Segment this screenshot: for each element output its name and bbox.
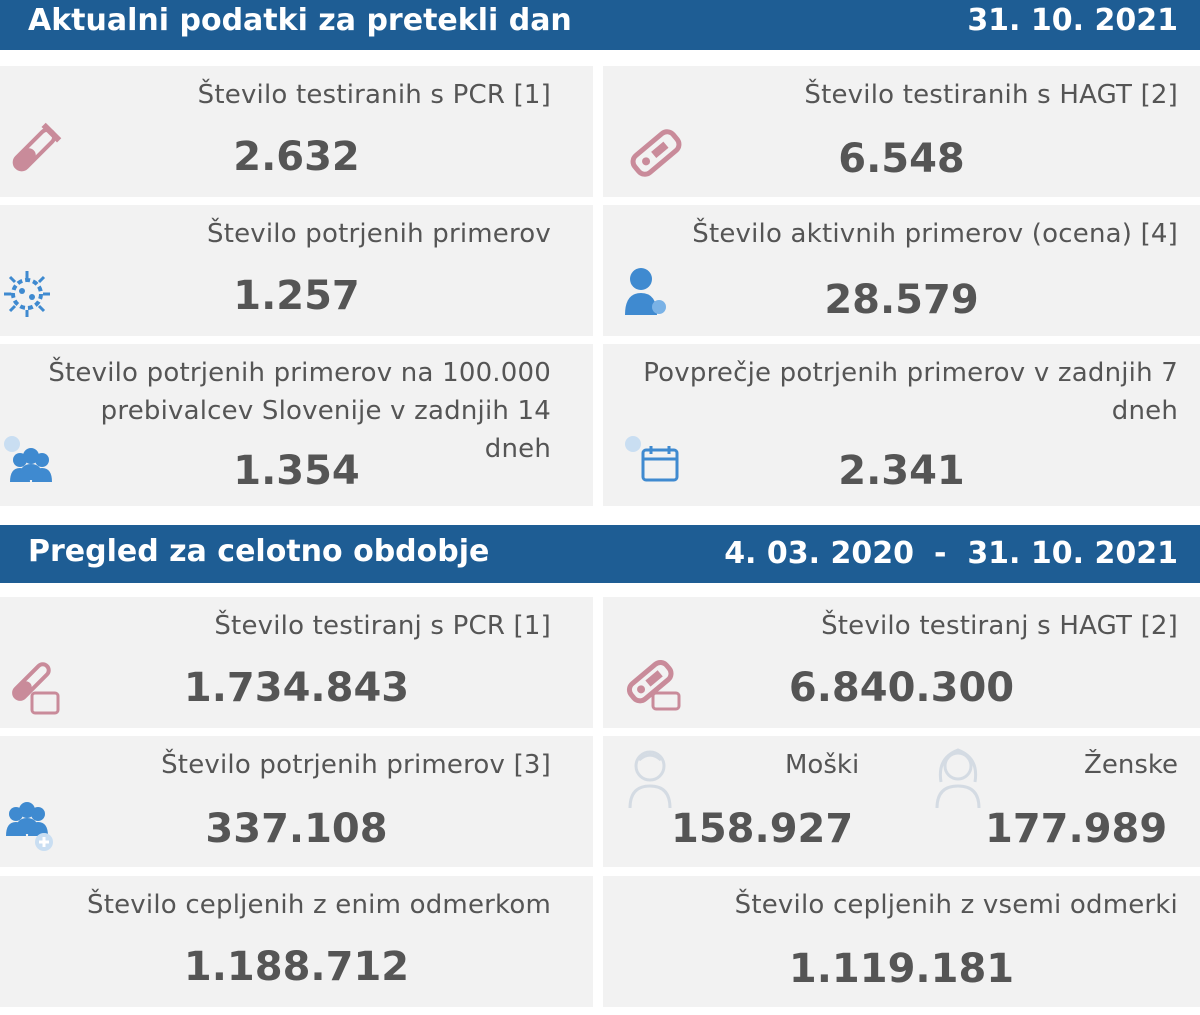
male-value: 158.927	[671, 806, 854, 852]
total-date-end: 31. 10. 2021	[967, 536, 1178, 571]
card-label: Število testiranj s HAGT [2]	[821, 611, 1178, 641]
card-label: Število testiranih s HAGT [2]	[804, 80, 1178, 110]
card-label: Število potrjenih primerov na 100.000 pr…	[48, 358, 551, 464]
card-daily-active: Število aktivnih primerov (ocena) [4] 28…	[603, 205, 1200, 336]
group-plus-icon	[4, 798, 60, 854]
group-icon	[2, 434, 60, 486]
card-daily-per100k: Število potrjenih primerov na 100.000 pr…	[0, 344, 593, 506]
card-value: 2.341	[838, 448, 965, 494]
total-title: Pregled za celotno obdobje	[28, 534, 490, 569]
card-value: 1.188.712	[183, 944, 410, 990]
card-value: 1.734.843	[183, 665, 410, 711]
calendar-icon	[621, 434, 683, 486]
card-value: 1.354	[233, 448, 360, 494]
total-header: Pregled za celotno obdobje 4. 03. 2020 -…	[0, 525, 1200, 583]
card-label: Število cepljenih z enim odmerkom	[87, 890, 551, 920]
card-value: 6.548	[838, 136, 965, 182]
card-label: Število potrjenih primerov	[206, 219, 551, 249]
card-daily-pcr: Število testiranih s PCR [1] 2.632	[0, 66, 593, 197]
card-label: Število testiranj s PCR [1]	[214, 611, 551, 641]
card-value: 28.579	[824, 277, 979, 323]
card-total-vacc-one: Število cepljenih z enim odmerkom 1.188.…	[0, 876, 593, 1007]
person-icon	[623, 265, 669, 317]
daily-title: Aktualni podatki za pretekli dan	[28, 3, 572, 38]
card-label: Število cepljenih z vsemi odmerki	[734, 890, 1178, 920]
virus-icon	[2, 269, 52, 319]
card-total-hagt: Število testiranj s HAGT [2] 6.840.300	[603, 597, 1200, 728]
total-date-separator: -	[934, 536, 947, 571]
card-label: Število testiranih s PCR [1]	[197, 80, 551, 110]
total-date-start: 4. 03. 2020	[724, 536, 914, 571]
test-tube-icon	[4, 122, 62, 180]
card-total-gender: Moški 158.927 Ženske 177.989	[603, 736, 1200, 867]
female-icon	[933, 746, 983, 810]
card-value: 6.840.300	[788, 665, 1015, 711]
female-label: Ženske	[1084, 750, 1178, 780]
card-value: 1.257	[233, 273, 360, 319]
card-value: 337.108	[205, 806, 388, 852]
card-daily-confirmed: Število potrjenih primerov 1.257	[0, 205, 593, 336]
card-label: Število potrjenih primerov [3]	[161, 750, 551, 780]
daily-header: Aktualni podatki za pretekli dan 31. 10.…	[0, 0, 1200, 50]
card-value: 1.119.181	[788, 946, 1015, 992]
card-daily-avg7: Povprečje potrjenih primerov v zadnjih 7…	[603, 344, 1200, 506]
card-total-vacc-all: Število cepljenih z vsemi odmerki 1.119.…	[603, 876, 1200, 1007]
card-total-pcr: Število testiranj s PCR [1] 1.734.843	[0, 597, 593, 728]
male-icon	[627, 748, 673, 810]
female-value: 177.989	[985, 806, 1168, 852]
card-label: Število aktivnih primerov (ocena) [4]	[692, 219, 1178, 249]
rapid-test-icon	[625, 122, 687, 184]
daily-date: 31. 10. 2021	[967, 3, 1178, 38]
card-total-confirmed: Število potrjenih primerov [3] 337.108	[0, 736, 593, 867]
male-label: Moški	[785, 750, 860, 780]
card-daily-hagt: Število testiranih s HAGT [2] 6.548	[603, 66, 1200, 197]
test-tube-box-icon	[4, 659, 62, 717]
card-label: Povprečje potrjenih primerov v zadnjih 7…	[643, 358, 1178, 426]
card-value: 2.632	[233, 134, 360, 180]
rapid-test-box-icon	[623, 653, 685, 715]
